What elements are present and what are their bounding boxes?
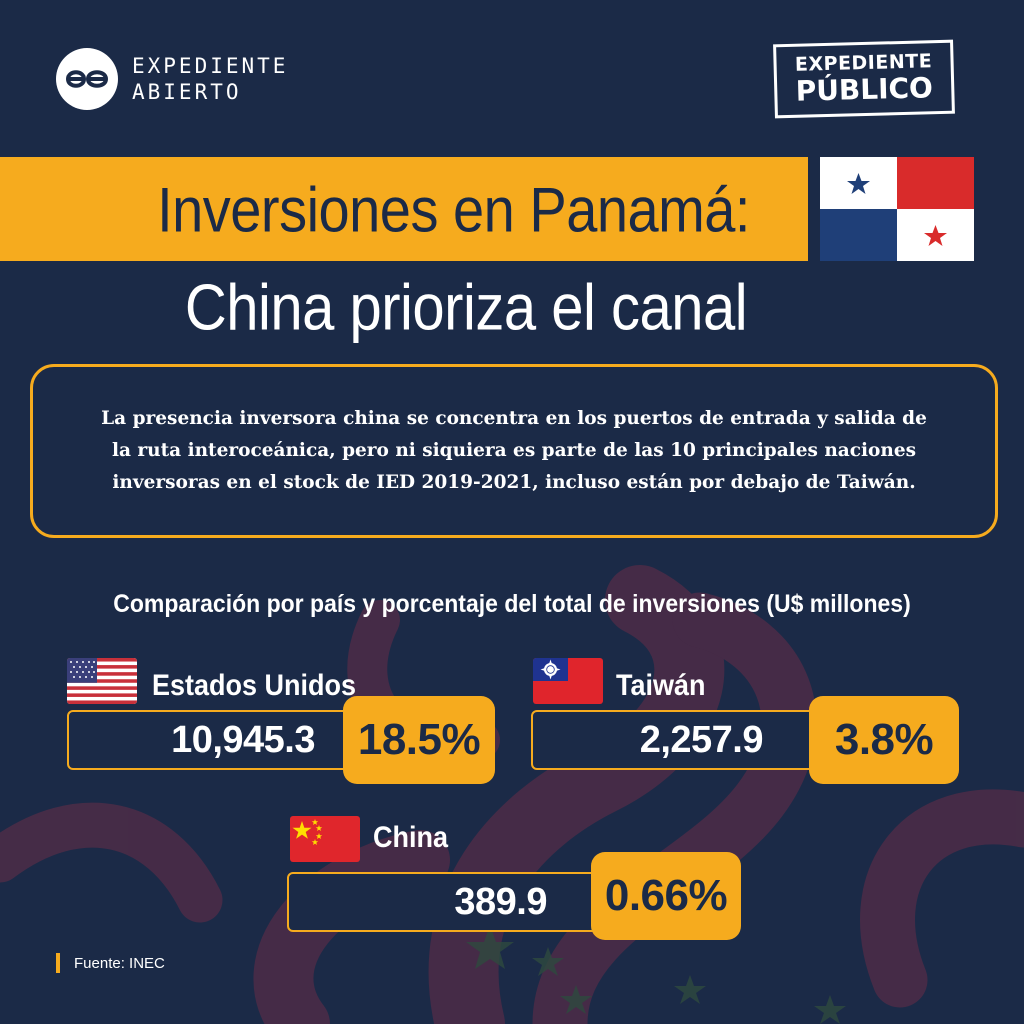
title-line2: China prioriza el canal xyxy=(184,271,748,344)
logo-left-line1: EXPEDIENTE xyxy=(132,54,289,78)
source-text: Fuente: INEC xyxy=(74,954,165,972)
source-note: Fuente: INEC xyxy=(56,953,165,973)
country-name-usa: Estados Unidos xyxy=(152,668,357,702)
expediente-abierto-logo-icon xyxy=(56,48,118,110)
china-flag-icon xyxy=(290,816,360,862)
comparison-title: Comparación por país y porcentaje del to… xyxy=(113,588,911,618)
usa-flag-icon xyxy=(67,658,137,704)
percent-badge-china: 0.66% xyxy=(591,852,741,940)
description-box: La presencia inversora china se concentr… xyxy=(30,364,998,538)
logo-right-line2: PÚBLICO xyxy=(795,71,934,108)
logo-left-line2: ABIERTO xyxy=(132,80,242,104)
expediente-abierto-logo: EXPEDIENTE ABIERTO xyxy=(56,48,288,110)
description-text: La presencia inversora china se concentr… xyxy=(101,408,927,493)
country-name-taiwan: Taiwán xyxy=(616,668,706,702)
percent-badge-usa: 18.5% xyxy=(343,696,495,784)
percent-badge-taiwan: 3.8% xyxy=(809,696,959,784)
panama-flag-icon xyxy=(820,157,974,261)
title-band xyxy=(0,157,808,261)
expediente-publico-logo: EXPEDIENTE PÚBLICO xyxy=(773,39,955,119)
taiwan-flag-icon xyxy=(533,658,603,704)
value-box-china: 389.9 xyxy=(287,872,609,932)
title-line1: Inversiones en Panamá: xyxy=(157,173,750,245)
source-accent-bar xyxy=(56,953,60,973)
value-box-usa: 10,945.3 xyxy=(67,710,367,770)
value-box-taiwan: 2,257.9 xyxy=(531,710,831,770)
country-name-china: China xyxy=(373,820,449,854)
